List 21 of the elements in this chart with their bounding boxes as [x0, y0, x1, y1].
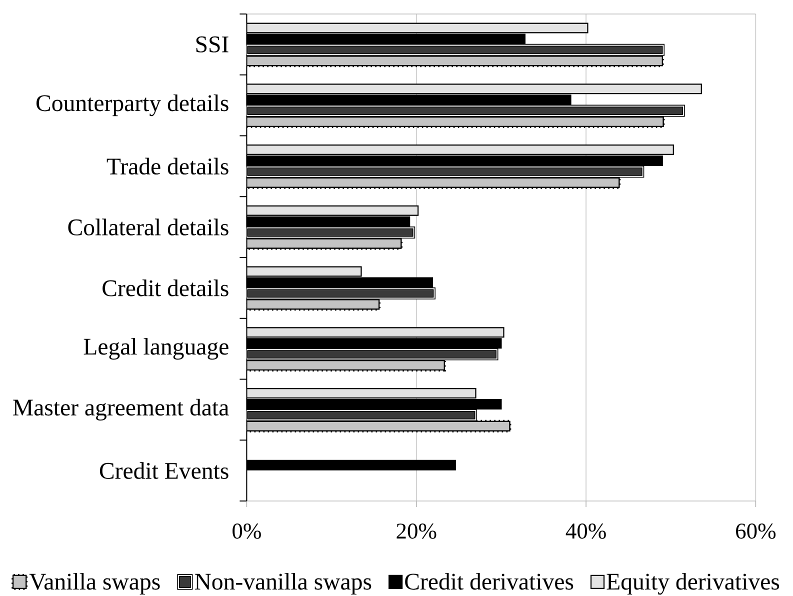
legend-label: Equity derivatives: [606, 572, 780, 595]
y-tick-label: Legal language: [84, 338, 228, 360]
x-tick-label: 40%: [566, 524, 606, 539]
y-tick-label: SSI: [196, 36, 228, 52]
y-tick-label: Credit Events: [100, 462, 228, 479]
x-tick-label: 20%: [396, 524, 436, 539]
bar: [246, 327, 504, 338]
y-tick-label: Counterparty details: [36, 94, 228, 116]
y-tick-label: Collateral details: [68, 218, 228, 236]
legend-label: Non-vanilla swaps: [194, 572, 372, 595]
legend-label: Credit derivatives: [405, 572, 574, 590]
bar: [246, 144, 674, 156]
bar: [246, 388, 476, 399]
x-tick-label: 0%: [232, 524, 261, 539]
legend-label: Vanilla swaps: [29, 572, 160, 595]
y-tick-label: Credit details: [102, 280, 228, 296]
x-tick-label: 60%: [736, 524, 776, 539]
y-tick-label: Trade details: [106, 158, 228, 175]
y-tick-label: Master agreement data: [13, 398, 229, 421]
bar: [246, 205, 419, 216]
bar: [246, 84, 702, 94]
